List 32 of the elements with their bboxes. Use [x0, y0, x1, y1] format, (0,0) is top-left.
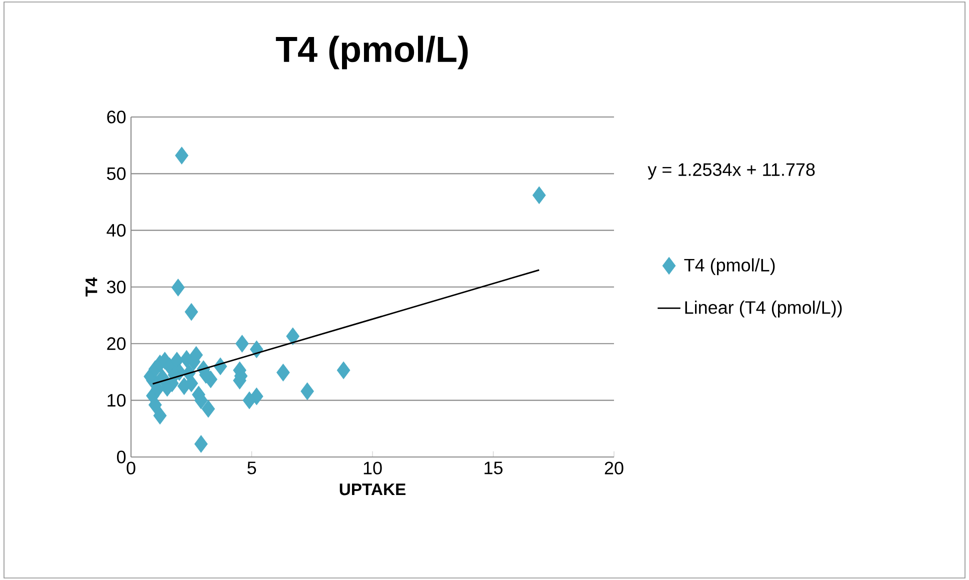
y-tick-label: 60: [107, 110, 126, 124]
point: [194, 435, 208, 453]
y-tick-label: 10: [108, 394, 126, 407]
chart-title: T4 (pmol/L): [276, 36, 468, 70]
legend-label: T4 (pmol/L): [684, 258, 775, 276]
text: y = 1.2534x + 11.778: [648, 163, 815, 180]
y-tick-label: 40: [106, 224, 126, 237]
point: [242, 392, 256, 410]
y-tick-label: 0: [117, 450, 126, 464]
x-axis-title: UPTAKE: [340, 484, 406, 496]
x-tick-label: 20: [604, 462, 624, 474]
y-axis-title: T4: [86, 277, 98, 297]
legend-label: Linear (T4 (pmol/L)): [685, 300, 842, 318]
x-tick-label: 5: [247, 462, 256, 474]
point: [276, 364, 290, 382]
point: [175, 146, 188, 164]
point: [153, 406, 167, 424]
point: [184, 303, 198, 321]
point: [532, 186, 546, 204]
point: [202, 400, 215, 418]
point: [235, 334, 249, 352]
point: [250, 340, 264, 358]
y-tick-label: 30: [106, 280, 126, 294]
x-tick-label: 0: [126, 462, 136, 474]
x-tick-label: 15: [484, 462, 503, 474]
x-tick-label: 10: [364, 462, 382, 474]
point: [171, 278, 185, 296]
y-tick-label: 50: [106, 167, 126, 180]
point: [286, 328, 300, 346]
y-tick-label: 20: [107, 337, 126, 350]
point: [336, 362, 350, 380]
point: [300, 382, 314, 400]
